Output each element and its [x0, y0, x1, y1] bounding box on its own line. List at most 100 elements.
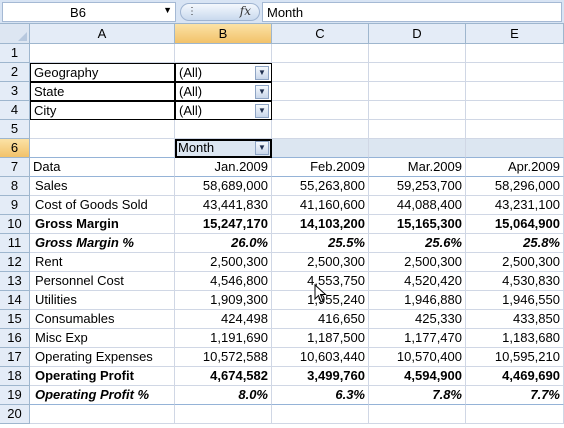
- cell[interactable]: [30, 139, 175, 158]
- pivot-value-cell[interactable]: 43,441,830: [175, 196, 272, 215]
- row-header[interactable]: 10: [0, 215, 30, 234]
- cell[interactable]: [30, 405, 175, 424]
- name-box-dropdown-icon[interactable]: ▼: [163, 5, 172, 15]
- pivot-row-label[interactable]: Gross Margin: [30, 215, 175, 234]
- column-header-e[interactable]: E: [466, 24, 564, 43]
- pivot-month-header[interactable]: Apr.2009: [466, 158, 564, 177]
- column-header-a[interactable]: A: [30, 24, 175, 43]
- pivot-value-cell[interactable]: 2,500,300: [369, 253, 466, 272]
- pivot-value-cell[interactable]: 433,850: [466, 310, 564, 329]
- row-header[interactable]: 15: [0, 310, 30, 329]
- pivot-value-cell[interactable]: 4,674,582: [175, 367, 272, 386]
- select-all-button[interactable]: [0, 24, 30, 43]
- row-header[interactable]: 1: [0, 44, 30, 63]
- pivot-value-cell[interactable]: 3,499,760: [272, 367, 369, 386]
- cell[interactable]: [466, 120, 564, 139]
- row-header[interactable]: 11: [0, 234, 30, 253]
- pivot-row-label[interactable]: Gross Margin %: [30, 234, 175, 253]
- cell[interactable]: [466, 44, 564, 63]
- cell[interactable]: [466, 63, 564, 82]
- cell[interactable]: [272, 63, 369, 82]
- cell[interactable]: [369, 44, 466, 63]
- pivot-value-cell[interactable]: 425,330: [369, 310, 466, 329]
- pivot-value-cell[interactable]: 10,603,440: [272, 348, 369, 367]
- pivot-value-cell[interactable]: 41,160,600: [272, 196, 369, 215]
- pivot-value-cell[interactable]: 2,500,300: [175, 253, 272, 272]
- row-header[interactable]: 18: [0, 367, 30, 386]
- cell[interactable]: [272, 139, 369, 158]
- pivot-row-label[interactable]: Sales: [30, 177, 175, 196]
- pivot-value-cell[interactable]: 15,247,170: [175, 215, 272, 234]
- name-box[interactable]: B6 ▼: [2, 2, 176, 22]
- pivot-month-header[interactable]: Mar.2009: [369, 158, 466, 177]
- column-header-d[interactable]: D: [369, 24, 466, 43]
- pivot-value-cell[interactable]: 4,520,420: [369, 272, 466, 291]
- row-header[interactable]: 19: [0, 386, 30, 405]
- pivot-value-cell[interactable]: 25.8%: [466, 234, 564, 253]
- row-header[interactable]: 9: [0, 196, 30, 215]
- filter-value-city[interactable]: (All) ▼: [175, 101, 272, 120]
- cell[interactable]: [272, 120, 369, 139]
- pivot-value-cell[interactable]: 1,183,680: [466, 329, 564, 348]
- pivot-row-label[interactable]: Utilities: [30, 291, 175, 310]
- insert-function-button[interactable]: ⋮ fx: [180, 3, 260, 21]
- fx-icon[interactable]: fx: [239, 4, 251, 18]
- column-header-b[interactable]: B: [175, 24, 272, 43]
- filter-label-geography[interactable]: Geography: [30, 63, 175, 82]
- pivot-value-cell[interactable]: 58,296,000: [466, 177, 564, 196]
- row-header[interactable]: 17: [0, 348, 30, 367]
- formula-input[interactable]: Month: [262, 2, 562, 22]
- row-header[interactable]: 8: [0, 177, 30, 196]
- pivot-value-cell[interactable]: 43,231,100: [466, 196, 564, 215]
- pivot-value-cell[interactable]: 25.5%: [272, 234, 369, 253]
- cell[interactable]: [369, 405, 466, 424]
- row-header[interactable]: 2: [0, 63, 30, 82]
- cell[interactable]: [369, 139, 466, 158]
- row-header[interactable]: 12: [0, 253, 30, 272]
- pivot-value-cell[interactable]: 1,946,880: [369, 291, 466, 310]
- pivot-value-cell[interactable]: 4,546,800: [175, 272, 272, 291]
- cell[interactable]: [30, 120, 175, 139]
- row-header[interactable]: 16: [0, 329, 30, 348]
- filter-dropdown-icon[interactable]: ▼: [255, 104, 269, 118]
- pivot-column-field[interactable]: Month ▼: [175, 139, 272, 158]
- filter-value-geography[interactable]: (All) ▼: [175, 63, 272, 82]
- pivot-month-header[interactable]: Jan.2009: [175, 158, 272, 177]
- pivot-value-cell[interactable]: 10,572,588: [175, 348, 272, 367]
- pivot-row-label[interactable]: Personnel Cost: [30, 272, 175, 291]
- cell[interactable]: [369, 82, 466, 101]
- pivot-row-label[interactable]: Operating Expenses: [30, 348, 175, 367]
- row-header[interactable]: 6: [0, 139, 30, 158]
- pivot-value-cell[interactable]: 10,595,210: [466, 348, 564, 367]
- pivot-value-cell[interactable]: 15,064,900: [466, 215, 564, 234]
- cell[interactable]: [272, 44, 369, 63]
- row-header[interactable]: 20: [0, 405, 30, 424]
- row-header[interactable]: 5: [0, 120, 30, 139]
- pivot-value-cell[interactable]: 14,103,200: [272, 215, 369, 234]
- pivot-value-cell[interactable]: 7.8%: [369, 386, 466, 405]
- cell[interactable]: [175, 120, 272, 139]
- cell[interactable]: [272, 101, 369, 120]
- pivot-value-cell[interactable]: 4,594,900: [369, 367, 466, 386]
- cell[interactable]: [466, 101, 564, 120]
- cell[interactable]: [175, 405, 272, 424]
- cell[interactable]: [30, 44, 175, 63]
- pivot-row-label[interactable]: Operating Profit %: [30, 386, 175, 405]
- pivot-value-cell[interactable]: 7.7%: [466, 386, 564, 405]
- filter-value-state[interactable]: (All) ▼: [175, 82, 272, 101]
- pivot-value-cell[interactable]: 55,263,800: [272, 177, 369, 196]
- row-header[interactable]: 7: [0, 158, 30, 177]
- pivot-value-cell[interactable]: 1,946,550: [466, 291, 564, 310]
- cell[interactable]: [175, 44, 272, 63]
- filter-label-city[interactable]: City: [30, 101, 175, 120]
- pivot-row-label[interactable]: Cost of Goods Sold: [30, 196, 175, 215]
- pivot-value-cell[interactable]: 1,187,500: [272, 329, 369, 348]
- column-header-c[interactable]: C: [272, 24, 369, 43]
- pivot-value-cell[interactable]: 59,253,700: [369, 177, 466, 196]
- pivot-value-cell[interactable]: 25.6%: [369, 234, 466, 253]
- pivot-value-cell[interactable]: 15,165,300: [369, 215, 466, 234]
- cell[interactable]: [369, 101, 466, 120]
- column-field-dropdown-icon[interactable]: ▼: [255, 141, 269, 155]
- pivot-value-cell[interactable]: 6.3%: [272, 386, 369, 405]
- filter-dropdown-icon[interactable]: ▼: [255, 85, 269, 99]
